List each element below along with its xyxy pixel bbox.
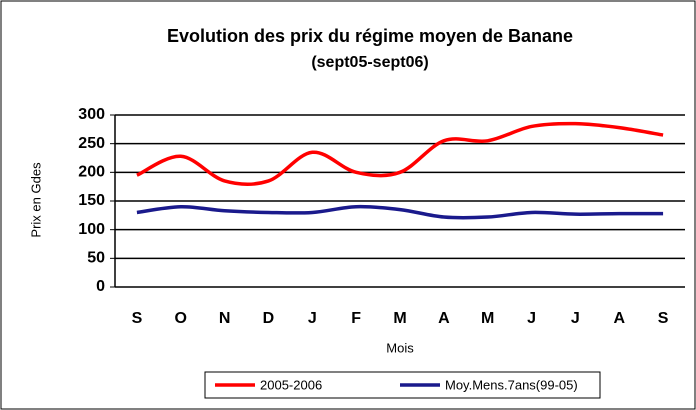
- legend: 2005-2006 Moy.Mens.7ans(99-05): [204, 371, 601, 399]
- x-tick-label: M: [481, 310, 494, 327]
- x-tick-label: N: [219, 310, 231, 327]
- x-tick-label: J: [571, 310, 580, 327]
- legend-label: Moy.Mens.7ans(99-05): [445, 377, 578, 392]
- x-tick-label: F: [351, 310, 361, 327]
- y-tick-label: 50: [87, 250, 105, 267]
- y-tick-label: 250: [78, 135, 105, 152]
- series-line: [136, 121, 664, 187]
- x-tick-label: O: [175, 310, 187, 327]
- x-tick-label: M: [393, 310, 406, 327]
- chart-subtitle: (sept05-sept06): [311, 54, 428, 71]
- y-tick-label: 0: [96, 278, 105, 295]
- y-tick-label: 150: [78, 192, 105, 209]
- y-tick-label: 200: [78, 164, 105, 181]
- x-tick-label: S: [658, 310, 669, 327]
- x-tick-label: D: [263, 310, 275, 327]
- legend-label: 2005-2006: [260, 377, 322, 392]
- x-axis-label: Mois: [386, 340, 414, 355]
- y-tick-label: 300: [78, 106, 105, 123]
- y-tick-label: 100: [78, 221, 105, 238]
- x-tick-label: S: [132, 310, 143, 327]
- x-tick-label: A: [438, 310, 450, 327]
- x-tick-label: A: [613, 310, 625, 327]
- x-tick-label: J: [308, 310, 317, 327]
- y-axis-label: Prix en Gdes: [28, 162, 43, 238]
- x-tick-label: J: [527, 310, 536, 327]
- chart-title: Evolution des prix du régime moyen de Ba…: [167, 26, 573, 46]
- series-line: [136, 204, 664, 220]
